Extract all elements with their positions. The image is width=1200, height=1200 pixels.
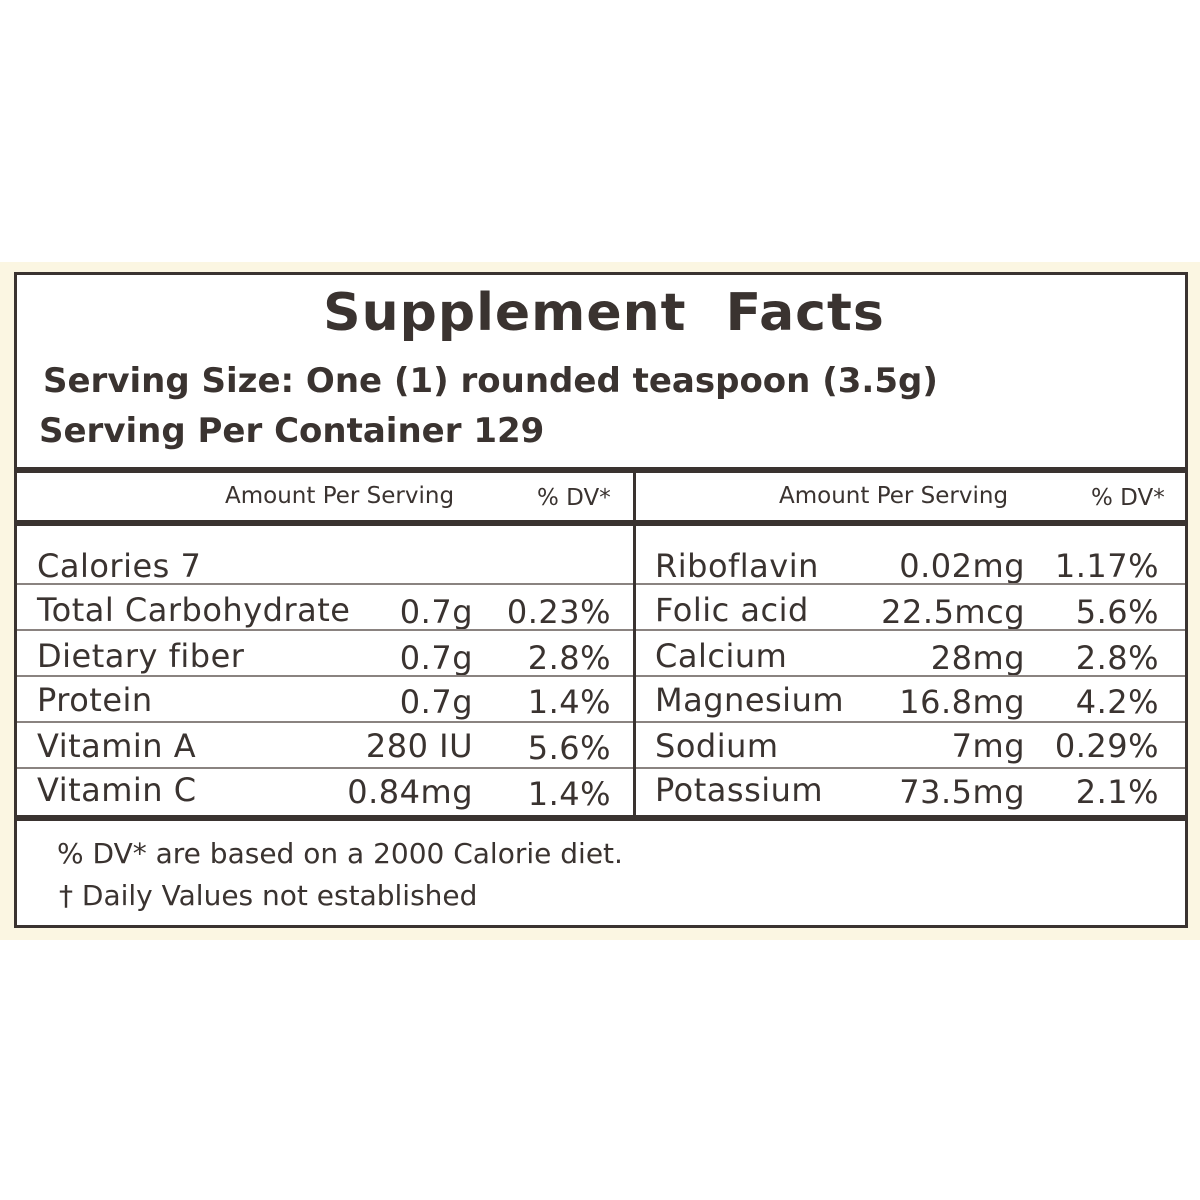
column-divider (633, 473, 636, 817)
supplement-facts-panel: Supplement Facts Serving Size: One (1) r… (14, 272, 1188, 928)
nutrient-name: Riboflavin (655, 547, 819, 585)
nutrient-amount: 16.8mg (899, 683, 1025, 721)
serving-size: Serving Size: One (1) rounded teaspoon (… (43, 361, 938, 401)
nutrient-name: Potassium (655, 771, 824, 809)
nutrient-amount: 0.84mg (347, 773, 473, 811)
row-divider (636, 629, 1185, 631)
nutrient-amount: 22.5mcg (881, 593, 1025, 631)
nutrient-amount: 0.7g (399, 639, 473, 677)
bottom-rule (17, 815, 1185, 821)
nutrient-dv: 2.8% (1075, 639, 1159, 677)
row-divider (17, 675, 633, 677)
nutrient-name: Magnesium (655, 681, 845, 719)
row-divider (17, 583, 633, 585)
nutrient-amount: 28mg (930, 639, 1025, 677)
row-divider (17, 629, 633, 631)
row-divider (17, 721, 633, 723)
nutrient-name: Total Carbohydrate (37, 591, 351, 629)
calories-row: Calories 7 (37, 547, 202, 585)
row-divider (636, 721, 1185, 723)
top-rule (17, 467, 1185, 473)
right-header-dv: % DV* (1091, 485, 1165, 511)
panel-title: Supplement Facts (323, 283, 885, 343)
left-header-dv: % DV* (537, 485, 611, 511)
nutrient-amount: 0.7g (399, 593, 473, 631)
nutrient-amount: 0.02mg (899, 547, 1025, 585)
nutrient-amount: 280 IU (365, 727, 473, 765)
nutrient-dv: 2.1% (1075, 773, 1159, 811)
nutrient-name: Protein (37, 681, 153, 719)
nutrient-dv: 1.4% (527, 775, 611, 813)
left-header-amount: Amount Per Serving (225, 483, 455, 509)
row-divider (636, 767, 1185, 769)
row-divider (17, 767, 633, 769)
nutrient-name: Folic acid (655, 591, 809, 629)
nutrient-dv: 4.2% (1075, 683, 1159, 721)
servings-per-container: Serving Per Container 129 (39, 411, 545, 451)
nutrient-dv: 0.29% (1054, 727, 1159, 765)
nutrient-dv: 0.23% (506, 593, 611, 631)
nutrient-name: Sodium (655, 727, 779, 765)
row-divider (636, 583, 1185, 585)
nutrient-name: Dietary fiber (37, 637, 245, 675)
header-rule (17, 520, 1185, 526)
nutrient-amount: 73.5mg (899, 773, 1025, 811)
right-header-amount: Amount Per Serving (779, 483, 1009, 509)
nutrient-name: Vitamin C (37, 771, 197, 809)
nutrient-amount: 0.7g (399, 683, 473, 721)
nutrient-name: Calcium (655, 637, 788, 675)
nutrient-dv: 5.6% (527, 729, 611, 767)
nutrient-dv: 1.4% (527, 683, 611, 721)
dagger-footnote: † Daily Values not established (59, 879, 478, 912)
dv-footnote: % DV* are based on a 2000 Calorie diet. (57, 837, 623, 870)
nutrient-name: Vitamin A (37, 727, 197, 765)
row-divider (636, 675, 1185, 677)
nutrient-dv: 1.17% (1054, 547, 1159, 585)
nutrient-dv: 5.6% (1075, 593, 1159, 631)
nutrient-dv: 2.8% (527, 639, 611, 677)
nutrient-amount: 7mg (951, 727, 1025, 765)
